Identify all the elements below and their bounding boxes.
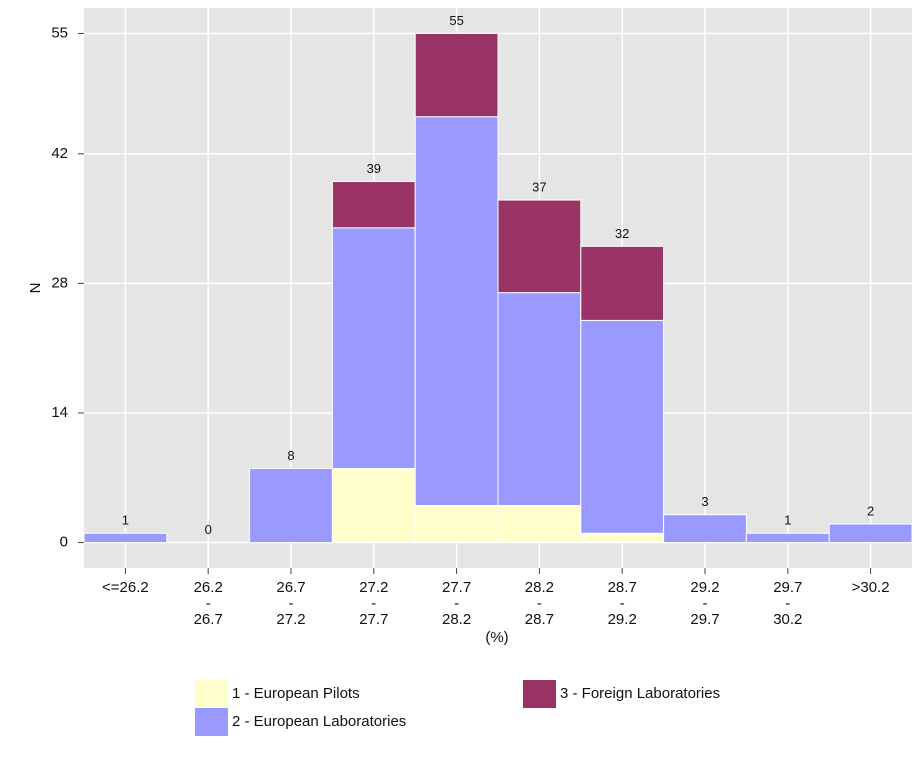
x-tick-label: 26.2 -26.7 <box>194 579 223 628</box>
bar-segment <box>497 199 582 294</box>
total-label: 39 <box>367 161 381 176</box>
x-tick-label: 28.2 -28.7 <box>525 579 554 628</box>
bar-segment <box>580 319 665 534</box>
total-label: 2 <box>867 503 874 518</box>
total-label: 3 <box>701 494 708 509</box>
y-tick-label: 14 <box>51 404 68 421</box>
legend-label: 2 - European Laboratories <box>232 713 406 730</box>
bar-segment <box>249 467 333 544</box>
total-label: 37 <box>532 180 546 195</box>
legend-key <box>195 708 228 736</box>
bar-segment <box>414 32 499 118</box>
y-tick-label: 55 <box>51 24 68 41</box>
bar-segment <box>414 116 499 507</box>
bar-segment <box>580 245 665 321</box>
bar-segment <box>497 292 582 507</box>
x-tick-label: 29.2 -29.7 <box>690 579 719 628</box>
bar-segment <box>331 227 416 469</box>
bar-segment <box>663 514 747 544</box>
y-tick-label: 42 <box>51 145 68 162</box>
y-tick-label: 28 <box>51 274 68 291</box>
bar-segment <box>331 467 416 544</box>
x-axis-label: (%) <box>485 629 508 646</box>
total-label: 1 <box>122 513 129 528</box>
x-tick-label: 29.7 -30.2 <box>773 579 802 628</box>
legend-label: 1 - European Pilots <box>232 685 360 702</box>
bar-segment <box>745 532 830 544</box>
total-label: 1 <box>784 513 791 528</box>
bar-segment <box>580 532 665 544</box>
legend-label: 3 - Foreign Laboratories <box>560 685 720 702</box>
total-label: 0 <box>205 522 212 537</box>
total-label: 55 <box>449 13 463 28</box>
bar-segment <box>828 523 913 544</box>
x-tick-label: 26.7 -27.2 <box>276 579 305 628</box>
total-label: 8 <box>287 448 294 463</box>
x-tick-label: 28.7 -29.2 <box>608 579 637 628</box>
legend-key <box>195 680 228 708</box>
x-tick-label: 27.2 -27.7 <box>359 579 388 628</box>
total-label: 32 <box>615 226 629 241</box>
bar-segment <box>331 181 416 229</box>
bar-segment <box>414 505 499 544</box>
bar-segment <box>83 532 168 544</box>
x-tick-label: 27.7 -28.2 <box>442 579 471 628</box>
x-tick-label: <=26.2 <box>102 579 149 596</box>
bar-segment <box>497 505 582 544</box>
y-axis-label: N <box>27 283 44 294</box>
legend-key <box>523 680 556 708</box>
y-tick-label: 0 <box>60 534 68 551</box>
x-tick-label: >30.2 <box>852 579 890 596</box>
